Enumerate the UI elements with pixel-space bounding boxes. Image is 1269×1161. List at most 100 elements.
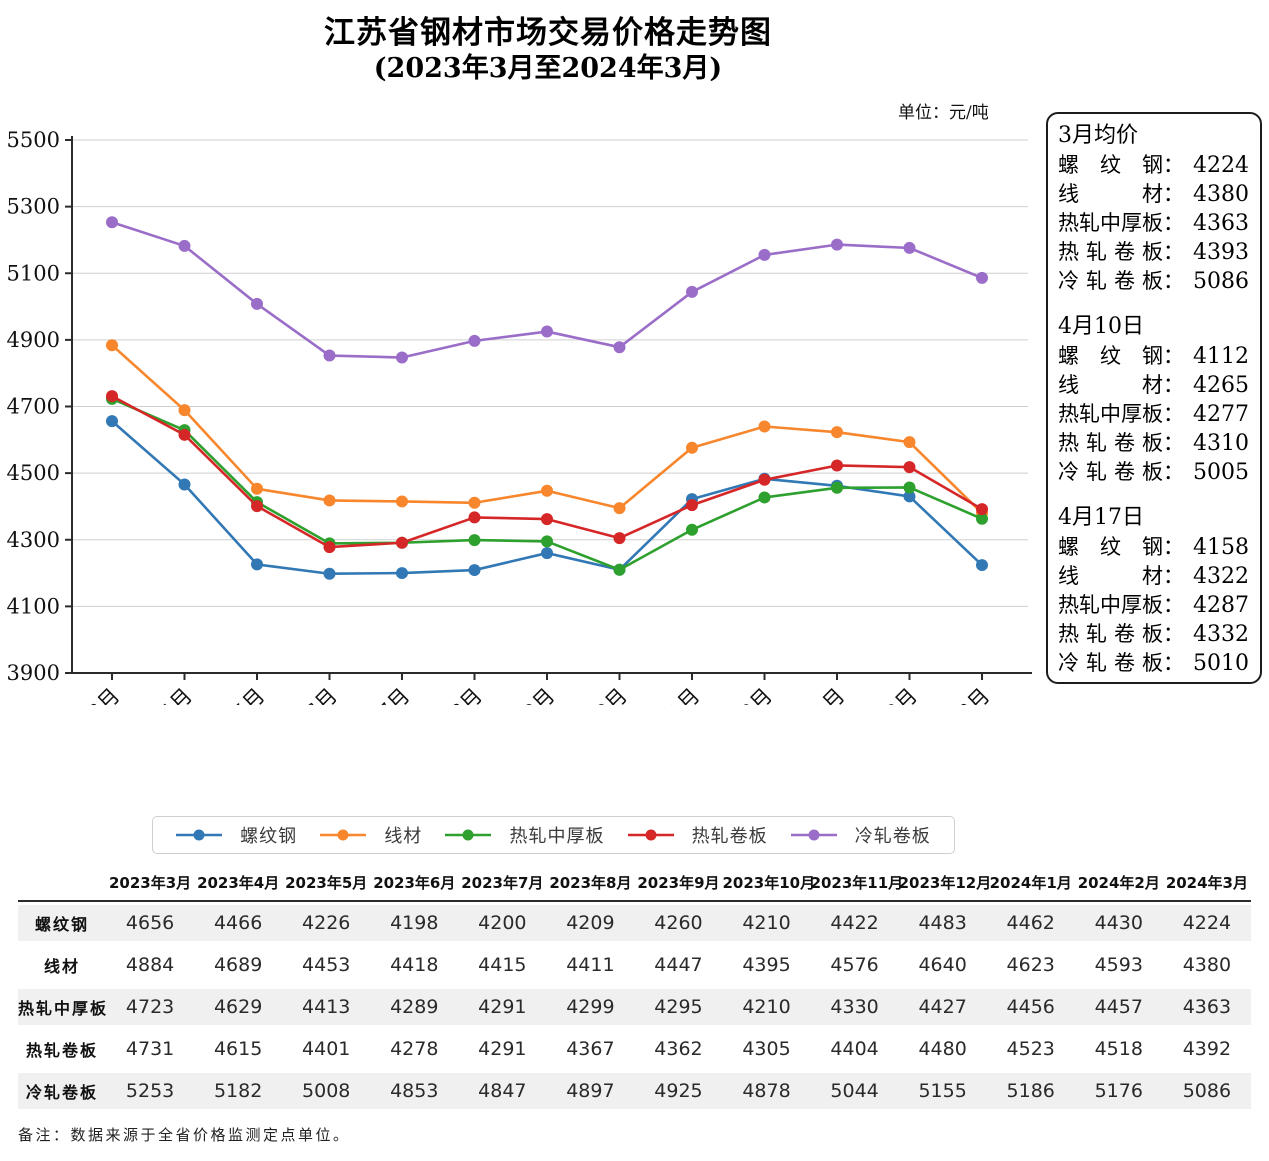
data-point: [541, 513, 553, 526]
panel-row-label: 螺纹钢: [1058, 535, 1163, 559]
legend-marker: [790, 829, 837, 841]
panel-row-label: 冷轧卷板: [1058, 460, 1163, 484]
data-point: [468, 564, 481, 577]
price-cell: 4731: [106, 1028, 195, 1070]
legend-label: 冷轧卷板: [854, 826, 931, 847]
chart-header: 江苏省钢材市场交易价格走势图 (2023年3月至2024年3月): [0, 14, 1096, 86]
panel-row-colon: ：: [1163, 344, 1184, 368]
legend-marker: [627, 829, 674, 841]
price-cell: 4413: [282, 986, 371, 1028]
price-cell: 4723: [106, 986, 195, 1028]
panel-row-冷轧卷板: 冷轧卷板： 5005: [1058, 458, 1249, 487]
panel-row-热轧卷板: 热轧卷板： 4393: [1058, 238, 1249, 267]
data-point: [613, 532, 626, 545]
panel-row-label: 热轧卷板: [1058, 622, 1163, 646]
y-tick-label: 5500: [7, 130, 60, 152]
price-cell: 4395: [722, 944, 811, 986]
price-cell: 4615: [194, 1028, 283, 1070]
price-cell: 4363: [1162, 986, 1251, 1028]
price-cell: 4884: [106, 944, 195, 986]
x-tick-label: 2023年3月: [31, 684, 125, 705]
panel-row-热轧卷板: 热轧卷板： 4310: [1058, 429, 1249, 458]
data-point: [686, 441, 698, 454]
panel-row-value: 5086: [1193, 269, 1249, 294]
panel-row-label: 线材: [1058, 564, 1163, 588]
y-tick-label: 4700: [7, 395, 60, 419]
panel-row-value: 4277: [1193, 402, 1249, 427]
data-point: [468, 534, 481, 547]
data-point: [613, 502, 626, 515]
price-cell: 5182: [194, 1070, 283, 1112]
series-热轧卷板: [106, 390, 988, 554]
panel-row-colon: ：: [1163, 402, 1184, 426]
legend-dot: [645, 829, 657, 841]
data-point: [613, 341, 626, 354]
row-label: 螺纹钢: [18, 902, 107, 944]
panel-row-value: 4363: [1193, 211, 1249, 236]
price-trend-chart: 3900 4100 4300 4500 4700 4900 5100 5300 5500 2023…: [7, 130, 1032, 705]
price-cell: 4380: [1162, 944, 1251, 986]
panel-row-螺纹钢: 螺纹钢： 4112: [1058, 342, 1249, 371]
price-cell: 4415: [458, 944, 547, 986]
panel-section-2: 4月17日 螺纹钢： 4158 线材： 4322 热轧中厚板： 4287 热轧卷板： 4332 冷…: [1058, 502, 1249, 678]
panel-row-线材: 线材： 4322: [1058, 562, 1249, 591]
price-cell: 4401: [282, 1028, 371, 1070]
panel-section-title: 4月17日: [1058, 505, 1144, 530]
x-axis: 2023年3月2023年4月2023年5月2023年6月2023年7月2023年…: [31, 673, 995, 705]
data-point: [323, 567, 336, 580]
data-point: [831, 238, 843, 251]
table-corner: [18, 864, 107, 902]
price-cell: 4457: [1074, 986, 1163, 1028]
panel-row-螺纹钢: 螺纹钢： 4224: [1058, 151, 1249, 180]
price-cell: 4362: [634, 1028, 723, 1070]
price-cell: 5253: [106, 1070, 195, 1112]
panel-row-label: 热轧中厚板: [1058, 211, 1163, 235]
panel-row-value: 4265: [1193, 373, 1249, 398]
legend-marker: [320, 829, 367, 841]
data-point: [106, 339, 118, 352]
price-cell: 4480: [898, 1028, 987, 1070]
price-cell: 4847: [458, 1070, 547, 1112]
price-cell: 4447: [634, 944, 723, 986]
panel-row-colon: ：: [1163, 373, 1184, 397]
price-cell: 4404: [810, 1028, 899, 1070]
panel-row-colon: ：: [1163, 622, 1184, 646]
panel-row-label: 螺纹钢: [1058, 344, 1163, 368]
data-point: [686, 499, 698, 512]
y-axis: 3900 4100 4300 4500 4700 4900 5100 5300 5500: [7, 130, 72, 685]
data-point: [178, 239, 191, 252]
table-header-row: 2023年3月 2023年4月 2023年5月 2023年6月 2023年7月 2023年…: [18, 864, 1251, 902]
price-cell: 4878: [722, 1070, 811, 1112]
table-row-热轧中厚板: 热轧中厚板 4723 4629 4413 4289 4291 4299 4295 4210 433…: [18, 986, 1251, 1028]
data-point: [686, 523, 698, 536]
data-point: [251, 558, 263, 571]
price-cell: 4518: [1074, 1028, 1163, 1070]
table-body: 螺纹钢 4656 4466 4226 4198 4200 4209 4260 4210 4422 4…: [18, 902, 1251, 1112]
data-point: [396, 536, 408, 549]
panel-row-colon: ：: [1163, 182, 1184, 206]
panel-row-value: 4322: [1193, 564, 1249, 589]
data-point: [976, 271, 988, 284]
panel-row-value: 4112: [1193, 344, 1249, 369]
price-cell: 4925: [634, 1070, 723, 1112]
data-point: [178, 404, 191, 417]
panel-row-value: 5005: [1193, 460, 1249, 485]
footnote: 备注：数据来源于全省价格监测定点单位。: [18, 1126, 351, 1144]
price-cell: 4411: [546, 944, 635, 986]
data-point: [106, 390, 118, 403]
table-row-冷轧卷板: 冷轧卷板 5253 5182 5008 4853 4847 4897 4925 4878 5044…: [18, 1070, 1251, 1112]
panel-row-label: 线材: [1058, 373, 1163, 397]
table-row-线材: 线材 4884 4689 4453 4418 4415 4411 4447 4395 4576 46…: [18, 944, 1251, 986]
data-point: [323, 494, 336, 507]
price-cell: 5186: [986, 1070, 1075, 1112]
series-冷轧卷板: [106, 216, 988, 364]
price-cell: 4210: [722, 986, 811, 1028]
panel-row-colon: ：: [1163, 564, 1184, 588]
data-point: [396, 567, 408, 580]
price-cell: 4430: [1074, 902, 1163, 944]
price-cell: 4623: [986, 944, 1075, 986]
data-point: [251, 482, 263, 495]
panel-row-value: 4393: [1193, 240, 1249, 265]
data-point: [178, 478, 191, 491]
panel-row-colon: ：: [1163, 593, 1184, 617]
